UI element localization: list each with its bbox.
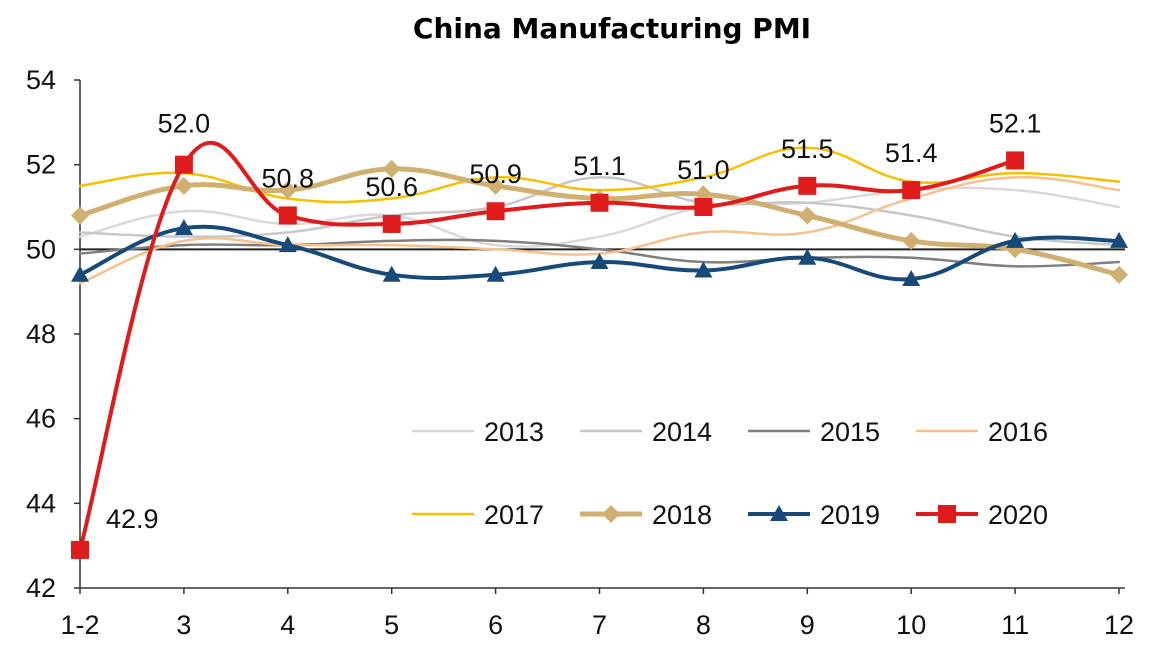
legend-label: 2013 bbox=[484, 417, 544, 447]
data-label: 52.0 bbox=[158, 109, 211, 139]
series-line-2015 bbox=[78, 238, 1121, 268]
point-2018 bbox=[382, 159, 401, 178]
legend-item-2013: 2013 bbox=[412, 417, 544, 447]
y-tick-label: 44 bbox=[26, 488, 56, 518]
x-tick-label: 11 bbox=[1001, 610, 1029, 640]
point-2020 bbox=[798, 176, 817, 195]
point-2018 bbox=[902, 231, 921, 250]
point-2019 bbox=[71, 265, 89, 282]
legend-label: 2014 bbox=[652, 417, 712, 447]
legend-item-2019: 2019 bbox=[748, 500, 880, 530]
data-label: 52.1 bbox=[989, 108, 1042, 138]
axes: 42 44 46 48 50 52 54 1-2 3 4 5 6 7 8 9 10 11 12 bbox=[26, 65, 1134, 640]
point-2019 bbox=[798, 248, 817, 265]
data-label: 42.9 bbox=[106, 504, 159, 534]
y-tick-label: 54 bbox=[26, 65, 56, 95]
series-markers bbox=[71, 151, 1128, 559]
series-line-2020 bbox=[78, 140, 1018, 552]
data-label: 51.0 bbox=[677, 155, 730, 185]
legend-label: 2020 bbox=[988, 500, 1048, 530]
data-labels: 42.9 52.0 50.8 50.6 50.9 51.1 51.0 51.5 51.4 52.1 bbox=[106, 108, 1041, 533]
point-2020 bbox=[486, 202, 505, 221]
point-2018 bbox=[1110, 265, 1128, 284]
legend-label: 2015 bbox=[820, 417, 880, 447]
point-2019 bbox=[1110, 231, 1128, 248]
point-2019 bbox=[902, 269, 921, 286]
legend-marker bbox=[938, 505, 956, 523]
point-2018 bbox=[798, 206, 817, 225]
x-tick-label: 1-2 bbox=[60, 610, 99, 640]
data-label: 50.9 bbox=[469, 159, 522, 189]
legend-item-2015: 2015 bbox=[748, 417, 880, 447]
data-label: 51.5 bbox=[781, 134, 834, 164]
y-tick-label: 50 bbox=[26, 234, 56, 264]
legend-item-2020: 2020 bbox=[916, 500, 1048, 530]
legend-item-2018: 2018 bbox=[580, 500, 712, 530]
data-label: 50.6 bbox=[365, 172, 418, 202]
x-tick-label: 4 bbox=[280, 610, 295, 640]
data-label: 51.4 bbox=[885, 138, 938, 168]
point-2019 bbox=[174, 219, 193, 236]
point-2020 bbox=[278, 206, 297, 225]
point-2019 bbox=[278, 236, 297, 253]
point-2018 bbox=[174, 176, 193, 195]
legend-marker bbox=[602, 505, 620, 523]
point-2020 bbox=[1006, 151, 1025, 170]
point-2018 bbox=[278, 181, 297, 200]
x-tick-label: 12 bbox=[1104, 610, 1134, 640]
point-2020 bbox=[174, 155, 193, 174]
point-2020 bbox=[694, 198, 713, 216]
point-2018 bbox=[486, 176, 505, 195]
data-label: 51.1 bbox=[573, 151, 626, 181]
point-2019 bbox=[382, 265, 401, 282]
legend: 2013 2014 2015 2016 2017 2018 2019 2020 bbox=[412, 417, 1048, 530]
legend-label: 2018 bbox=[652, 500, 712, 530]
legend-item-2016: 2016 bbox=[916, 417, 1048, 447]
point-2020 bbox=[382, 214, 401, 233]
data-label: 50.8 bbox=[262, 163, 315, 193]
x-tick-label: 5 bbox=[384, 610, 399, 640]
legend-label: 2016 bbox=[988, 417, 1048, 447]
chart-title: China Manufacturing PMI bbox=[413, 12, 811, 45]
legend-item-2014: 2014 bbox=[580, 417, 712, 447]
x-tick-label: 7 bbox=[592, 610, 607, 640]
x-tick-label: 6 bbox=[488, 610, 503, 640]
y-tick-label: 48 bbox=[26, 319, 56, 349]
point-2020 bbox=[590, 193, 609, 212]
point-2018 bbox=[71, 206, 89, 225]
x-tick-label: 3 bbox=[176, 610, 191, 640]
y-tick-label: 52 bbox=[26, 150, 56, 180]
x-tick-label: 8 bbox=[696, 610, 711, 640]
y-tick-label: 46 bbox=[26, 404, 56, 434]
point-2019 bbox=[694, 261, 713, 278]
point-2019 bbox=[486, 265, 505, 282]
x-tick-label: 9 bbox=[800, 610, 815, 640]
legend-item-2017: 2017 bbox=[412, 500, 544, 530]
point-2020 bbox=[71, 540, 89, 559]
point-2019 bbox=[1006, 231, 1025, 248]
legend-marker bbox=[770, 505, 788, 521]
x-tick-label: 10 bbox=[896, 610, 926, 640]
point-2020 bbox=[902, 181, 921, 200]
legend-label: 2017 bbox=[484, 500, 544, 530]
legend-label: 2019 bbox=[820, 500, 880, 530]
point-2019 bbox=[590, 253, 609, 270]
y-tick-label: 42 bbox=[26, 573, 56, 603]
